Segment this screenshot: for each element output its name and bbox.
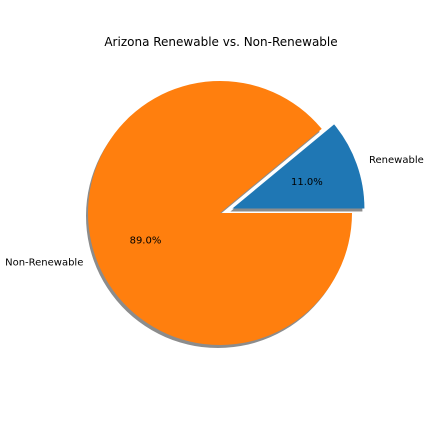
category-label-renewable: Renewable [369, 155, 424, 166]
pie-slice-renewable [232, 124, 365, 209]
pct-label-non-renewable: 89.0% [130, 235, 162, 246]
slice-layer [88, 81, 365, 346]
pie-slice-non-renewable [88, 81, 353, 346]
chart-title: Arizona Renewable vs. Non-Renewable [104, 35, 337, 49]
pct-label-renewable: 11.0% [291, 177, 323, 188]
label-layer: 11.0% Renewable 89.0% Non-Renewable [5, 155, 424, 269]
category-label-non-renewable: Non-Renewable [5, 258, 83, 269]
